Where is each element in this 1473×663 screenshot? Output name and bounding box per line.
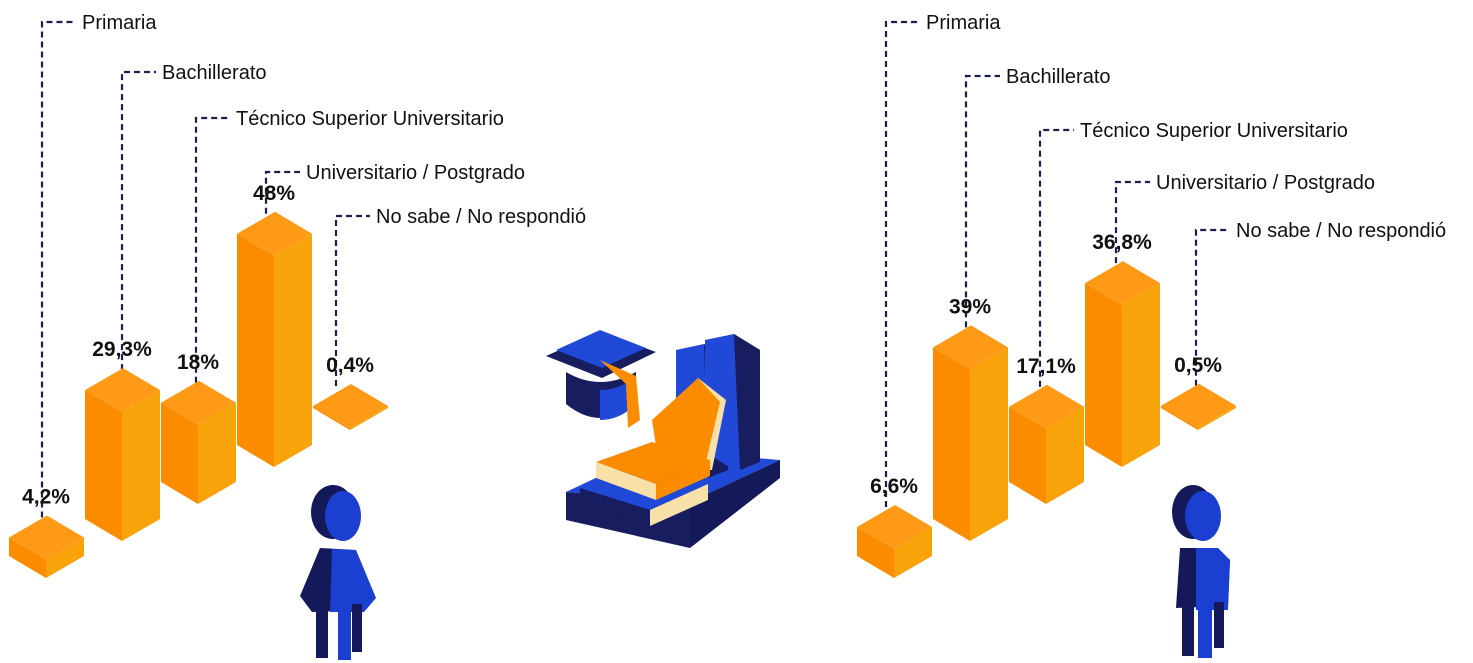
bar: [1161, 405, 1198, 430]
category-label: Universitario / Postgrado: [306, 162, 525, 184]
bar: [85, 390, 122, 541]
bar-top: [237, 211, 312, 256]
value-label: 29,3%: [92, 338, 152, 361]
value-label: 17,1%: [1016, 355, 1076, 378]
bar-top: [1009, 384, 1084, 429]
bar-side: [894, 526, 932, 578]
bar: [857, 526, 894, 578]
leader-line: [120, 70, 156, 371]
bar-side: [1198, 405, 1236, 430]
bar-side: [198, 402, 236, 504]
bar: [933, 347, 970, 541]
category-label: Bachillerato: [162, 62, 267, 84]
bar-top: [313, 384, 388, 428]
leader-line: [334, 214, 370, 386]
value-label: 0,4%: [326, 354, 374, 377]
category-label: No sabe / No respondió: [376, 206, 586, 228]
bar-side: [1046, 406, 1084, 504]
bar: [237, 233, 274, 467]
bar-side: [122, 390, 160, 541]
leader-line: [1194, 228, 1230, 386]
woman-icon: [300, 485, 376, 660]
value-label: 36,8%: [1092, 231, 1152, 254]
value-label: 4,2%: [22, 486, 70, 509]
value-label: 6,6%: [870, 475, 918, 498]
bar: [313, 406, 350, 430]
category-label: No sabe / No respondió: [1236, 220, 1446, 242]
bar-side: [274, 233, 312, 467]
bar: [161, 402, 198, 504]
bar-top: [161, 380, 236, 425]
category-label: Técnico Superior Universitario: [1080, 120, 1348, 142]
bar-side: [46, 537, 84, 578]
bar-side: [350, 406, 388, 430]
bar: [1009, 406, 1046, 504]
bar-top: [933, 325, 1008, 370]
chart-male: Primaria 6,6% Bachillerato 39% Técnico Super…: [857, 12, 1446, 578]
bar: [1085, 283, 1122, 467]
bar-top: [1161, 383, 1236, 428]
value-label: 18%: [177, 351, 219, 374]
bar-top: [857, 504, 932, 549]
category-label: Primaria: [926, 12, 1001, 34]
value-label: 0,5%: [1174, 354, 1222, 377]
leader-line: [264, 170, 300, 214]
leader-line: [1114, 180, 1150, 264]
value-label: 48%: [253, 182, 295, 205]
leader-line: [194, 116, 230, 383]
bar-side: [970, 347, 1008, 541]
leader-line: [1038, 128, 1074, 387]
leader-line: [884, 20, 920, 507]
bar-top: [9, 515, 84, 560]
category-label: Universitario / Postgrado: [1156, 172, 1375, 194]
chart-female: Primaria 4,2% Bachillerato 29,3% Técnico Sup…: [9, 12, 586, 578]
bar-side: [1122, 283, 1160, 467]
man-icon: [1172, 485, 1230, 658]
bar: [9, 537, 46, 578]
graduation-cap-books-icon: [546, 330, 780, 548]
bar-top: [1085, 261, 1160, 306]
category-label: Bachillerato: [1006, 66, 1111, 88]
value-label: 39%: [949, 295, 991, 318]
category-label: Primaria: [82, 12, 157, 34]
leader-line: [40, 20, 76, 518]
category-label: Técnico Superior Universitario: [236, 108, 504, 130]
leader-line: [964, 74, 1000, 328]
bar-top: [85, 368, 160, 413]
